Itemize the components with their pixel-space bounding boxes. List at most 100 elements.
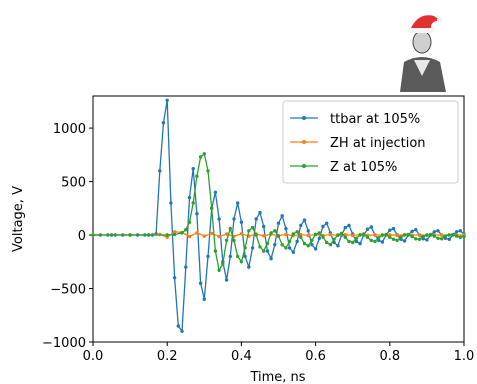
data-point — [172, 276, 177, 280]
data-point — [388, 228, 392, 232]
data-point — [198, 281, 203, 285]
data-point — [440, 233, 444, 237]
data-point — [165, 233, 169, 237]
data-point — [402, 239, 407, 243]
data-point — [428, 232, 433, 237]
data-point — [306, 244, 310, 248]
data-point — [258, 245, 262, 249]
x-axis: 0.0 0.2 0.4 0.6 0.8 1.0 — [83, 342, 475, 364]
legend-swatch-marker — [302, 164, 306, 168]
data-point — [291, 232, 295, 236]
data-point — [384, 232, 388, 237]
data-point — [447, 237, 451, 241]
data-point — [313, 247, 318, 251]
data-point — [365, 235, 370, 239]
data-point — [202, 297, 206, 301]
data-point — [306, 229, 310, 233]
data-point — [254, 217, 258, 221]
data-point — [321, 235, 325, 239]
data-point — [443, 234, 448, 238]
data-point — [280, 243, 284, 247]
data-point — [165, 98, 169, 103]
data-point — [358, 233, 362, 237]
data-point — [91, 233, 95, 237]
data-point — [262, 249, 266, 253]
data-point — [172, 232, 177, 237]
data-point — [169, 201, 173, 205]
data-point — [388, 235, 392, 239]
data-point — [195, 212, 199, 216]
data-point — [354, 239, 359, 244]
data-point — [362, 232, 366, 236]
data-point — [232, 238, 236, 243]
x-tick-label: 0.4 — [231, 349, 252, 364]
data-point — [217, 234, 221, 239]
data-point — [358, 241, 362, 246]
y-tick-label: −500 — [50, 283, 86, 298]
data-point — [206, 169, 210, 173]
data-point — [343, 225, 347, 230]
data-point — [440, 237, 444, 241]
data-point — [291, 250, 295, 254]
y-axis-label: Voltage, V — [11, 186, 26, 252]
data-point — [388, 233, 392, 237]
data-point — [276, 221, 281, 225]
data-point — [317, 231, 321, 235]
data-point — [250, 225, 255, 230]
data-point — [451, 232, 455, 237]
data-point — [414, 237, 418, 241]
data-point — [224, 232, 229, 236]
x-tick-label: 0.0 — [83, 349, 104, 364]
data-point — [247, 265, 251, 269]
data-point — [325, 240, 329, 245]
data-point — [236, 201, 240, 205]
y-tick-label: 0 — [78, 229, 86, 244]
data-point — [295, 239, 299, 244]
data-point — [161, 121, 166, 125]
data-point — [365, 227, 370, 231]
data-point — [213, 249, 218, 253]
data-point — [417, 233, 422, 237]
data-point — [187, 220, 192, 224]
data-point — [273, 243, 277, 247]
data-point — [224, 238, 229, 243]
data-point — [221, 262, 225, 266]
data-point — [343, 235, 347, 239]
data-point — [213, 190, 218, 194]
data-point — [258, 210, 262, 215]
data-point — [410, 229, 414, 233]
data-point — [351, 233, 355, 238]
data-point — [202, 152, 206, 156]
legend-label: ZH at injection — [330, 136, 426, 151]
data-point — [236, 254, 240, 259]
data-point — [347, 223, 351, 228]
data-point — [195, 174, 199, 178]
data-point — [380, 240, 385, 244]
x-tick-label: 1.0 — [454, 349, 475, 364]
data-point — [406, 232, 410, 237]
data-point — [447, 233, 451, 237]
data-point — [377, 236, 381, 240]
data-point — [191, 201, 195, 205]
data-point — [180, 329, 184, 333]
data-point — [347, 239, 351, 244]
data-point — [217, 268, 221, 272]
series-line — [93, 100, 465, 334]
y-tick-label: −1000 — [42, 336, 86, 351]
data-point — [332, 237, 336, 241]
data-point — [184, 265, 188, 269]
data-point — [306, 233, 310, 238]
x-tick-label: 0.6 — [305, 349, 326, 364]
data-point — [284, 232, 288, 237]
santa-hat-portrait-image — [392, 15, 454, 92]
data-point — [454, 230, 459, 234]
data-point — [328, 243, 333, 247]
series-layer — [91, 98, 466, 334]
data-point — [295, 230, 299, 234]
data-point — [454, 234, 459, 238]
data-point — [269, 256, 273, 261]
data-point — [184, 228, 188, 232]
data-point — [373, 239, 377, 244]
data-point — [191, 167, 195, 171]
data-point — [402, 233, 407, 237]
